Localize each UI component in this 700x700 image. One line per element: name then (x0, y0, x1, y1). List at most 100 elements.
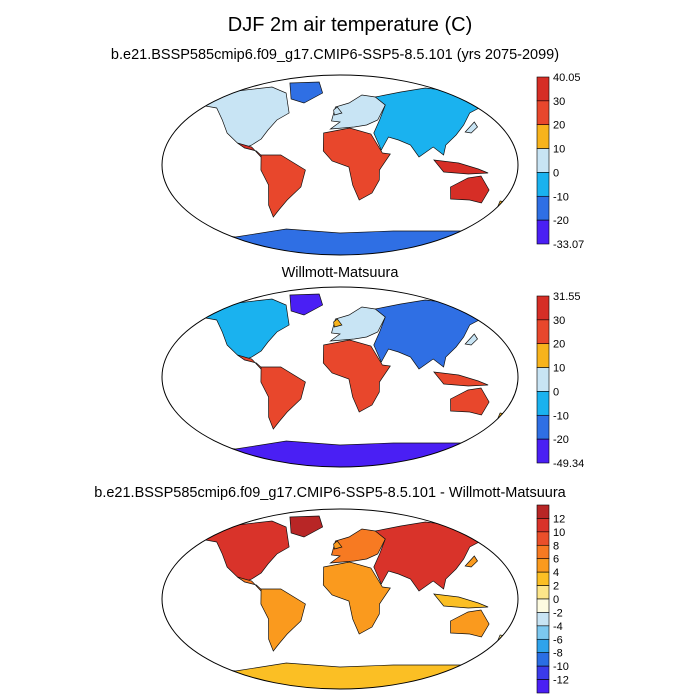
colorbar-tick-label: -10 (553, 661, 569, 673)
colorbar-tick-label: 10 (553, 363, 565, 375)
land-region-an (178, 440, 501, 467)
colorbar-swatch (536, 295, 550, 321)
colorbar-swatch (536, 148, 550, 173)
colorbar-swatch (536, 518, 550, 533)
land-region-an (178, 662, 501, 689)
colorbar-swatch (536, 76, 550, 102)
land-region-uk (333, 106, 343, 116)
colorbar-tick-label: 0 (553, 386, 559, 398)
colorbar-swatch (536, 665, 550, 680)
colorbar-swatch (536, 558, 550, 573)
colorbar-tick-label: 12 (553, 513, 565, 525)
map-boundary (161, 286, 519, 468)
colorbar-tick-label: -12 (553, 675, 569, 687)
colorbar-tick-label: -10 (553, 410, 569, 422)
colorbar-swatch (536, 414, 550, 440)
colorbar-max-label: 31.55 (553, 291, 581, 303)
panel-3: b.e21.BSSP585cmip6.f09_g17.CMIP6-SSP5-8.… (94, 485, 569, 694)
land-region-na (194, 520, 290, 583)
panel-2-title: Willmott-Matsuura (282, 265, 400, 281)
land-region-jp (464, 555, 478, 568)
colorbar-swatch (536, 438, 550, 464)
figure-title: DJF 2m air temperature (C) (228, 14, 473, 36)
colorbar-swatch (536, 612, 550, 627)
colorbar-tick-label: 0 (553, 594, 559, 606)
land-region-sa (260, 366, 306, 430)
colorbar-swatch (536, 124, 550, 149)
colorbar-tick-label: -2 (553, 607, 563, 619)
panel-2: Willmott-Matsuura 31.55 30 20 10 0 -10 -20 -49.… (161, 265, 584, 470)
land-region-af (322, 339, 391, 413)
colorbar-swatch (536, 625, 550, 640)
panel-3-colorbar: 12 108 64 20-2 -4-6 -8-10 -12 (536, 504, 569, 694)
land-region-sa (260, 154, 306, 218)
colorbar-swatch (536, 367, 550, 392)
land-region-gl (289, 515, 324, 538)
colorbar-tick-label: 30 (553, 96, 565, 108)
colorbar-tick-label: 4 (553, 567, 559, 579)
land-region-uk (333, 540, 343, 550)
land-region-eu (329, 306, 386, 342)
land-region-na (194, 86, 290, 149)
panel-3-title: b.e21.BSSP585cmip6.f09_g17.CMIP6-SSP5-8.… (94, 485, 566, 501)
panel-1-title: b.e21.BSSP585cmip6.f09_g17.CMIP6-SSP5-8.… (111, 47, 559, 63)
panel-2-colorbar: 31.55 30 20 10 0 -10 -20 -49.34 (536, 291, 584, 470)
land-region-as (373, 299, 496, 370)
panel-1: b.e21.BSSP585cmip6.f09_g17.CMIP6-SSP5-8.… (111, 47, 584, 256)
colorbar-min-label: -49.34 (553, 458, 584, 470)
colorbar-tick-label: -6 (553, 634, 563, 646)
colorbar-swatch (536, 585, 550, 600)
colorbar-min-label: -33.07 (553, 239, 584, 251)
panel-2-map (161, 286, 519, 468)
colorbar-swatch (536, 195, 550, 221)
land-region-uk (333, 318, 343, 328)
colorbar-tick-label: 20 (553, 120, 565, 132)
colorbar-swatch (536, 652, 550, 667)
colorbar-swatch (536, 571, 550, 586)
colorbar-max-label: 40.05 (553, 72, 581, 84)
panel-3-map (161, 508, 519, 690)
land-region-au (450, 387, 490, 416)
colorbar-tick-label: -20 (553, 215, 569, 227)
land-region-id (433, 593, 489, 609)
colorbar-swatch (536, 531, 550, 546)
land-region-eu (329, 528, 386, 564)
land-region-sa (260, 588, 306, 652)
land-region-af (322, 561, 391, 635)
colorbar-swatch (536, 100, 550, 126)
colorbar-tick-label: -4 (553, 621, 563, 633)
land-region-gl (289, 81, 324, 104)
colorbar-tick-label: 8 (553, 540, 559, 552)
land-region-eu (329, 94, 386, 130)
land-region-na (194, 298, 290, 361)
land-region-af (322, 127, 391, 201)
land-region-jp (464, 121, 478, 134)
land-region-au (450, 175, 490, 204)
panel-1-map (161, 74, 519, 256)
land-region-gl (289, 293, 324, 316)
colorbar-swatch (536, 544, 550, 560)
colorbar-tick-label: 10 (553, 144, 565, 156)
colorbar-tick-label: 6 (553, 554, 559, 566)
colorbar-swatch (536, 679, 550, 694)
colorbar-tick-label: 0 (553, 167, 559, 179)
colorbar-tick-label: -8 (553, 648, 563, 660)
land-region-id (433, 371, 489, 387)
panel-1-colorbar: 40.05 30 20 10 0 -10 -20 -33.07 (536, 72, 584, 251)
colorbar-tick-label: 2 (553, 581, 559, 593)
colorbar-swatch (536, 172, 550, 197)
land-region-an (178, 228, 501, 255)
colorbar-swatch (536, 598, 550, 613)
land-region-jp (464, 333, 478, 346)
colorbar-swatch (536, 219, 550, 245)
land-region-as (373, 521, 496, 592)
colorbar-tick-label: -20 (553, 434, 569, 446)
colorbar-swatch (536, 343, 550, 368)
map-boundary (161, 74, 519, 256)
colorbar-swatch (536, 504, 550, 519)
colorbar-swatch (536, 319, 550, 345)
map-boundary (161, 508, 519, 690)
colorbar-swatch (536, 391, 550, 416)
land-region-as (373, 87, 496, 158)
